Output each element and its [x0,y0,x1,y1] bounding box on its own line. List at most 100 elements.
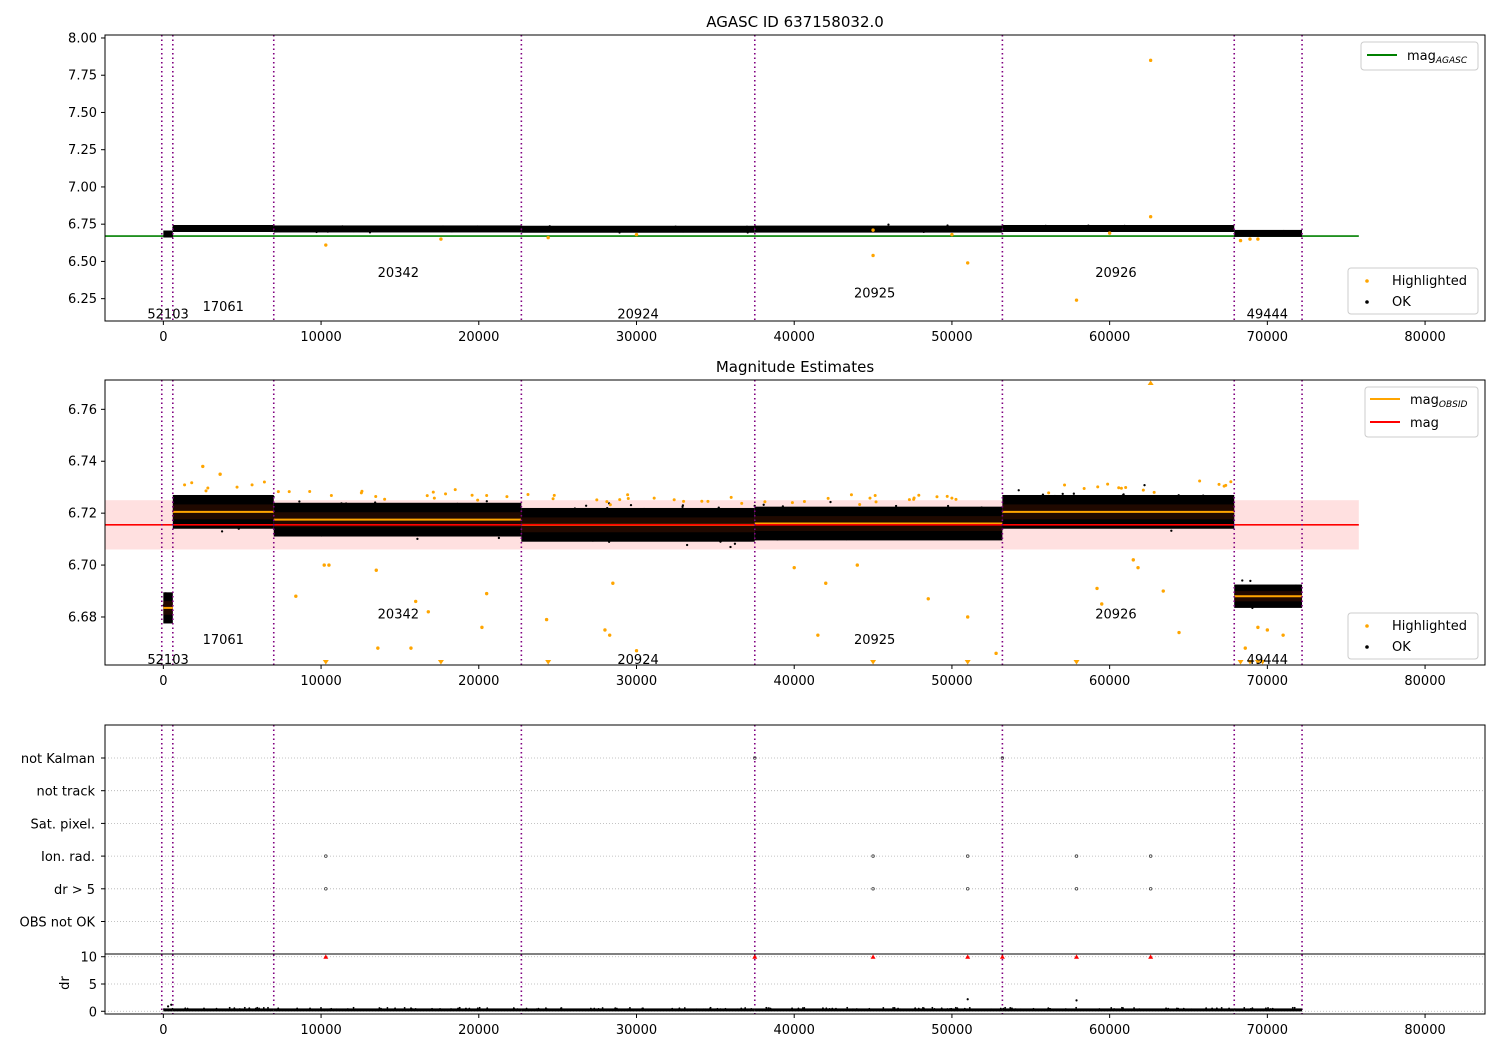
ok-point [735,227,739,230]
ok-point [981,510,984,513]
dr-point [280,1008,283,1011]
flag-point [1148,854,1153,858]
dr-point [1078,1008,1081,1011]
ok-point [636,534,639,537]
dr-point [254,1007,257,1010]
ok-point [613,510,616,513]
dr-point [808,1008,811,1011]
dr-point [1215,1007,1218,1010]
dr-point [740,1007,743,1010]
panel-magnitude-y-axis: 6.76 6.74 6.72 6.70 6.68 [68,403,105,625]
ok-point [897,230,900,233]
ok-point [924,227,927,230]
highlighted-point [1096,485,1100,489]
ok-point [1035,498,1038,501]
dr-point [1019,1008,1022,1011]
dr-point [546,1008,549,1011]
ok-points-band [172,224,274,232]
highlighted-point [652,496,656,500]
ok-point [456,502,459,506]
dr-point [593,1008,596,1011]
dr-point [724,1007,727,1010]
ok-point [674,228,677,231]
x-tick-label: 40000 [774,1023,815,1038]
y-tick-label: 6.68 [68,610,97,625]
ok-point [1112,521,1115,524]
x-tick-label: 0 [159,1023,167,1038]
highlighted-point [1265,628,1270,632]
ok-point [504,504,507,507]
obsid-label: 49444 [1247,308,1288,323]
dr-point [1165,1007,1167,1010]
highlighted-point [439,237,443,241]
ok-point [775,530,778,533]
ok-point [1237,602,1240,605]
panel-agasc-frame [104,34,1486,322]
dr-points-band [172,1008,274,1012]
dr-point [215,1007,218,1010]
highlighted-point [1256,237,1260,241]
ok-point [1200,228,1203,231]
highlighted-point [308,489,312,493]
ok-point [188,501,191,504]
highlighted-point [476,498,480,502]
ok-point [540,514,544,518]
ok-point [725,227,729,230]
ok-point [551,227,555,230]
y-tick-label: 6.74 [68,455,97,470]
dr-tick-label: 0 [89,1005,97,1020]
x-tick-label: 0 [159,674,167,689]
panel-flags: 0 10000 20000 30000 40000 50000 60000 70000 8000… [20,724,1486,1038]
ok-point [283,227,286,230]
ok-point [685,543,689,547]
highlighted-point [505,495,509,499]
dr-point [277,1007,280,1010]
highlighted-point [324,243,328,247]
ok-point [690,532,693,536]
ok-point [934,226,937,229]
ok-point [206,519,210,522]
dr-point [1190,1008,1193,1011]
x-tick-label: 70000 [1247,1023,1288,1038]
ok-point [252,500,256,503]
ok-point [798,532,802,535]
dr-point [803,1007,806,1009]
ok-point [946,504,950,508]
ok-point [862,512,865,515]
dr-point [309,1007,311,1010]
obsid-label: 17061 [203,633,244,648]
ok-point [1086,226,1089,229]
highlighted-point [706,499,710,503]
ok-point [924,530,928,533]
dr-point [354,1008,357,1011]
obsid-label: 49444 [1247,653,1288,668]
highlighted-point [917,493,921,497]
ok-point [327,531,331,534]
ok-point [614,228,617,231]
ok-point [776,228,779,231]
dr-clipped-marker [1074,954,1080,959]
ok-point [1282,232,1286,235]
ok-point [776,538,779,541]
highlighted-point [183,483,187,487]
highlighted-point [1224,483,1228,487]
ok-point [181,227,184,230]
ok-point [918,229,921,232]
highlighted-point [1256,625,1260,630]
ok-point [734,510,737,513]
obsid-label: 17061 [203,300,244,315]
ok-point [377,225,380,229]
ok-point [914,228,917,231]
ok-point [1087,500,1090,503]
ok-point [1160,498,1163,501]
ok-point [202,228,205,231]
highlighted-point [322,563,326,567]
highlighted-point [425,494,429,498]
y-tick-label: 6.75 [68,218,97,233]
ok-point [164,592,167,595]
ok-point [664,228,667,232]
highlighted-point [484,591,489,596]
ok-point [992,513,995,517]
ok-point [662,514,666,517]
highlighted-point [431,490,435,494]
